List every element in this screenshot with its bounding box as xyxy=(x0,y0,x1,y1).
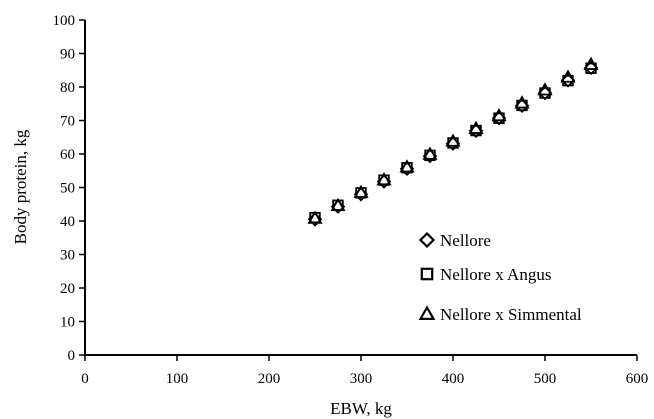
legend-label: Nellore xyxy=(440,231,491,250)
axes xyxy=(79,19,638,361)
point-triangle xyxy=(376,171,392,186)
legend-marker-diamond xyxy=(418,231,436,249)
x-tick-label: 0 xyxy=(81,371,89,387)
legend-marker-square xyxy=(420,267,434,281)
x-tick-label: 200 xyxy=(258,371,281,387)
data-points xyxy=(307,56,599,227)
legend: Nellore Nellore x Angus Nellore x Simmenta… xyxy=(418,231,582,324)
tick-labels: 0 10 20 30 40 50 60 70 80 90 100 0 100 200 300 400 500 60… xyxy=(53,13,649,387)
x-tick-label: 600 xyxy=(626,371,649,387)
y-tick-label: 70 xyxy=(60,114,75,130)
point-triangle xyxy=(491,107,507,122)
x-tick-label: 500 xyxy=(534,371,557,387)
legend-marker-triangle xyxy=(418,305,436,320)
y-tick-label: 0 xyxy=(68,348,76,364)
y-tick-label: 40 xyxy=(60,214,75,230)
x-tick-label: 400 xyxy=(442,371,465,387)
legend-label: Nellore x Simmental xyxy=(440,305,582,324)
x-tick-label: 300 xyxy=(350,371,373,387)
y-tick-label: 30 xyxy=(60,248,75,264)
y-tick-label: 80 xyxy=(60,80,75,96)
point-triangle xyxy=(399,159,415,173)
x-tick-label: 100 xyxy=(166,371,189,387)
point-triangle xyxy=(307,210,323,224)
y-tick-label: 20 xyxy=(60,281,75,297)
y-tick-label: 50 xyxy=(60,181,75,197)
x-axis-title: EBW, kg xyxy=(330,399,392,418)
point-triangle xyxy=(514,95,530,109)
point-triangle xyxy=(330,197,346,211)
y-axis-title: Body protein, kg xyxy=(11,129,30,244)
y-tick-label: 10 xyxy=(60,315,75,331)
point-triangle xyxy=(422,146,438,160)
legend-label: Nellore x Angus xyxy=(440,265,551,284)
y-tick-label: 60 xyxy=(60,147,75,163)
y-tick-label: 90 xyxy=(60,47,75,63)
y-tick-label: 100 xyxy=(53,13,76,29)
point-triangle xyxy=(583,56,599,70)
point-triangle xyxy=(560,69,576,83)
point-triangle xyxy=(353,184,369,198)
point-triangle xyxy=(445,133,461,147)
point-triangle xyxy=(468,120,484,134)
point-triangle xyxy=(537,82,553,96)
